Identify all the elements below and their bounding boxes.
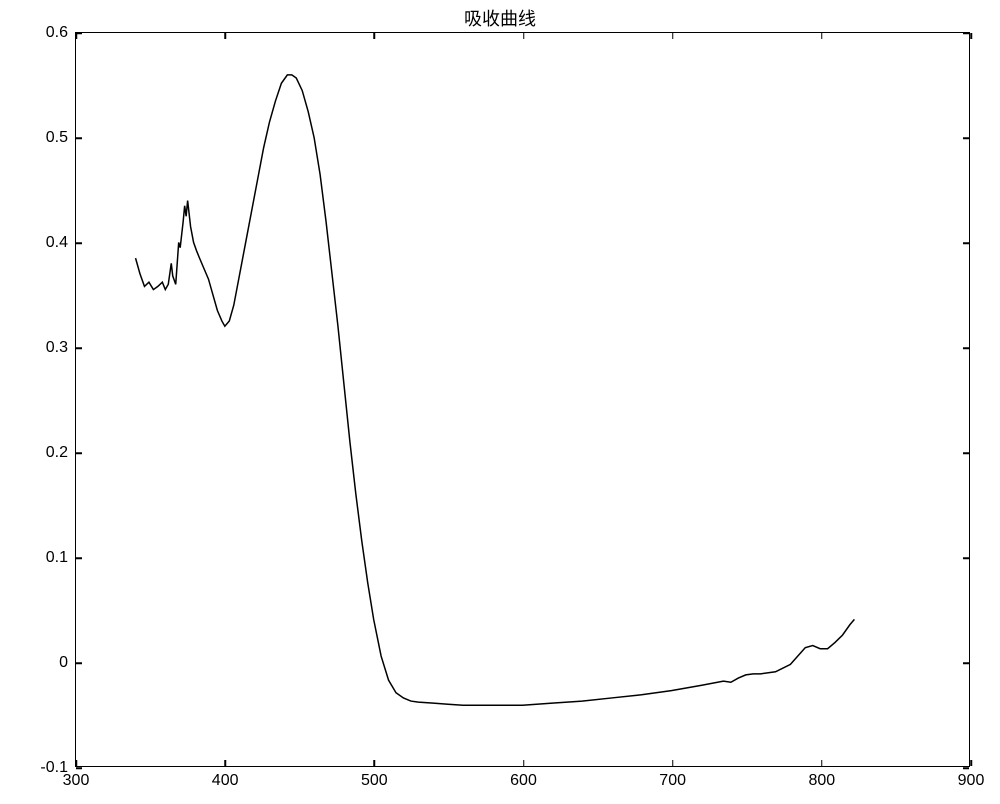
x-tick-label: 900 (958, 772, 985, 790)
x-tick-label: 600 (510, 772, 537, 790)
y-tick-mark (76, 347, 82, 349)
chart-title: 吸收曲线 (0, 5, 1000, 31)
y-tick-label: 0.2 (46, 444, 68, 462)
x-tick-label: 800 (808, 772, 835, 790)
y-tick-mark (963, 452, 969, 454)
x-tick-mark (224, 33, 226, 39)
y-tick-mark (963, 662, 969, 664)
x-tick-mark (523, 33, 525, 39)
x-tick-mark (523, 760, 525, 766)
y-tick-label: 0.1 (46, 549, 68, 567)
y-tick-mark (76, 767, 82, 769)
y-tick-mark (963, 767, 969, 769)
x-tick-mark (672, 33, 674, 39)
x-tick-mark (970, 33, 972, 39)
x-tick-label: 400 (212, 772, 239, 790)
y-tick-label: 0.5 (46, 129, 68, 147)
x-tick-mark (224, 760, 226, 766)
y-tick-label: 0.6 (46, 24, 68, 42)
x-tick-label: 300 (63, 772, 90, 790)
absorption-chart: 吸收曲线 -0.100.10.20.30.40.50.6300400500600… (0, 0, 1000, 804)
y-tick-mark (76, 452, 82, 454)
y-tick-mark (76, 662, 82, 664)
y-tick-mark (963, 347, 969, 349)
y-tick-label: 0.3 (46, 339, 68, 357)
y-tick-mark (76, 32, 82, 34)
x-tick-mark (821, 33, 823, 39)
x-tick-mark (970, 760, 972, 766)
y-tick-mark (76, 242, 82, 244)
y-tick-label: 0.4 (46, 234, 68, 252)
y-tick-mark (76, 137, 82, 139)
x-tick-mark (75, 33, 77, 39)
x-tick-mark (821, 760, 823, 766)
x-tick-mark (374, 760, 376, 766)
y-tick-mark (963, 137, 969, 139)
plot-area: -0.100.10.20.30.40.50.630040050060070080… (75, 32, 970, 767)
x-tick-mark (672, 760, 674, 766)
x-tick-label: 500 (361, 772, 388, 790)
y-tick-mark (963, 32, 969, 34)
absorption-line (136, 75, 855, 705)
y-tick-label: 0 (59, 654, 68, 672)
x-tick-mark (374, 33, 376, 39)
y-tick-mark (76, 557, 82, 559)
x-tick-label: 700 (659, 772, 686, 790)
x-tick-mark (75, 760, 77, 766)
absorption-curve (76, 33, 969, 766)
y-tick-mark (963, 242, 969, 244)
y-tick-mark (963, 557, 969, 559)
